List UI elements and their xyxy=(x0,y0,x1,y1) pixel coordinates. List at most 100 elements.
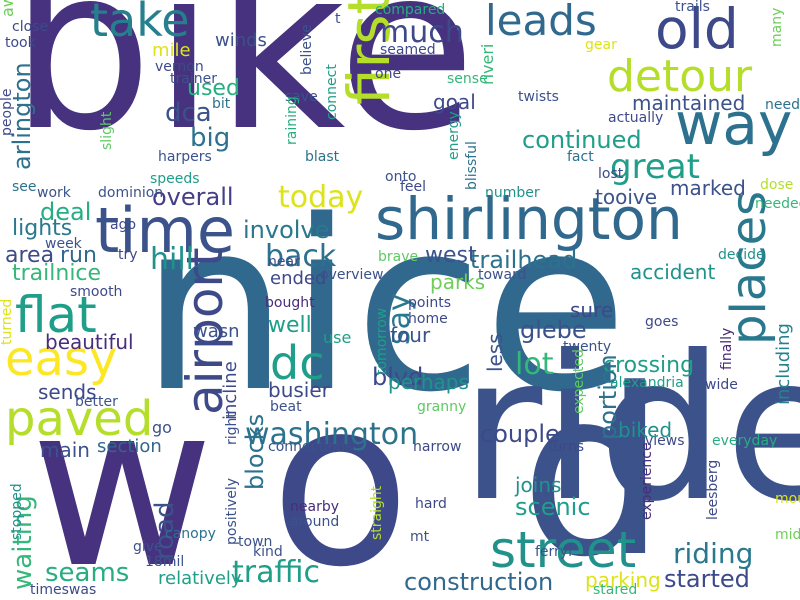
cloud-word: traffic xyxy=(232,555,320,590)
cloud-word: near xyxy=(268,254,300,270)
cloud-word: less xyxy=(483,333,507,372)
cloud-word: one xyxy=(375,66,402,82)
cloud-word: sends xyxy=(38,380,97,404)
cloud-word: better xyxy=(75,394,118,410)
cloud-word: try xyxy=(118,247,138,263)
cloud-word: maintained xyxy=(632,91,746,115)
cloud-word: 18mil xyxy=(145,554,185,570)
cloud-word: lot xyxy=(515,347,554,382)
cloud-word: mt xyxy=(410,529,430,545)
cloud-word: slight xyxy=(99,111,115,150)
cloud-word: overview xyxy=(320,267,384,283)
cloud-word: timeswas xyxy=(30,582,97,598)
cloud-word: four xyxy=(390,323,431,347)
cloud-word: ride xyxy=(460,313,800,546)
cloud-word: ended xyxy=(270,268,327,289)
cloud-word: time xyxy=(95,194,236,267)
cloud-word: harpers xyxy=(158,149,212,165)
cloud-word: alexandria xyxy=(610,375,684,391)
cloud-word: way xyxy=(675,90,793,158)
cloud-word: took xyxy=(5,35,36,51)
cloud-word: week xyxy=(45,236,82,252)
cloud-word: street xyxy=(490,521,637,579)
cloud-word: goes xyxy=(645,314,679,330)
cloud-word: twenty xyxy=(563,339,612,355)
cloud-word: sure xyxy=(570,298,614,322)
cloud-word: vernon xyxy=(155,59,204,75)
cloud-word: great xyxy=(610,147,700,187)
cloud-word: run xyxy=(60,243,97,268)
cloud-word: flat xyxy=(15,286,97,344)
cloud-word: shirlington xyxy=(375,185,683,253)
cloud-word: tomorrow xyxy=(374,307,390,375)
cloud-word: bit xyxy=(212,96,231,112)
cloud-word: much xyxy=(380,15,464,50)
cloud-word: construction xyxy=(404,568,554,596)
cloud-word: narrow xyxy=(413,439,462,455)
cloud-word: mile xyxy=(152,40,191,61)
cloud-word: involve xyxy=(243,216,330,244)
cloud-word: trailhead xyxy=(470,246,578,274)
cloud-word: decide xyxy=(718,247,765,263)
cloud-word: see xyxy=(12,179,37,195)
cloud-word: give xyxy=(133,539,163,555)
cloud-word: bike xyxy=(10,0,477,181)
cloud-word: used xyxy=(187,76,240,101)
cloud-word: away xyxy=(0,0,17,17)
cloud-word: washington xyxy=(245,417,419,452)
cloud-word: leads xyxy=(485,0,597,45)
cloud-word: blocks xyxy=(241,413,269,490)
cloud-word: joins xyxy=(515,473,562,497)
cloud-word: sense xyxy=(447,71,488,87)
cloud-word: trails xyxy=(675,0,710,15)
cloud-word: section xyxy=(97,436,162,457)
cloud-word: needed xyxy=(755,196,800,212)
cloud-word: glebe xyxy=(520,316,587,344)
cloud-word: energy xyxy=(446,111,462,160)
cloud-word: actually xyxy=(608,110,664,126)
cloud-word: dose xyxy=(760,177,794,193)
cloud-word: nice xyxy=(140,171,629,444)
cloud-word: twists xyxy=(518,89,559,105)
cloud-word: easy xyxy=(5,331,118,387)
cloud-word: nearby xyxy=(290,499,339,515)
cloud-word: compared xyxy=(375,2,446,18)
cloud-word: seams xyxy=(45,558,130,588)
cloud-word: experience xyxy=(639,442,655,520)
cloud-word: including xyxy=(773,323,794,405)
cloud-word: positively xyxy=(224,477,240,545)
cloud-word: town xyxy=(238,534,273,550)
cloud-word: winds xyxy=(215,30,267,51)
cloud-word: lost xyxy=(598,166,624,182)
cloud-word: lights xyxy=(12,216,73,241)
cloud-word: people xyxy=(0,88,15,136)
cloud-word: toward xyxy=(478,267,527,283)
cloud-word: right xyxy=(224,412,240,445)
cloud-word: started xyxy=(664,565,750,593)
cloud-word: middle xyxy=(775,527,800,543)
cloud-word: ferryi xyxy=(535,544,572,560)
cloud-word: back xyxy=(265,239,337,274)
cloud-word: scenic xyxy=(515,493,591,521)
cloud-word: stared xyxy=(593,582,638,598)
cloud-word: stopped xyxy=(9,483,25,540)
cloud-word: busier xyxy=(268,378,330,402)
cloud-word: blvd xyxy=(372,363,424,391)
cloud-word: connections xyxy=(268,439,353,455)
cloud-word: perhaps xyxy=(388,370,469,394)
cloud-word: blissful xyxy=(464,141,480,190)
cloud-word: connect xyxy=(324,64,340,120)
cloud-word: need xyxy=(765,97,800,113)
cloud-word: ago xyxy=(110,217,137,233)
cloud-word: hill xyxy=(150,242,195,277)
cloud-word: trailnice xyxy=(12,261,102,286)
cloud-word: wide xyxy=(705,377,738,393)
cloud-word: straight xyxy=(369,485,385,540)
cloud-word: take xyxy=(90,0,190,47)
cloud-word: trainer xyxy=(170,71,217,87)
cloud-word: views xyxy=(645,433,685,449)
cloud-word: west xyxy=(425,243,477,268)
cloud-word: overall xyxy=(152,183,234,211)
cloud-word: number xyxy=(485,185,540,201)
